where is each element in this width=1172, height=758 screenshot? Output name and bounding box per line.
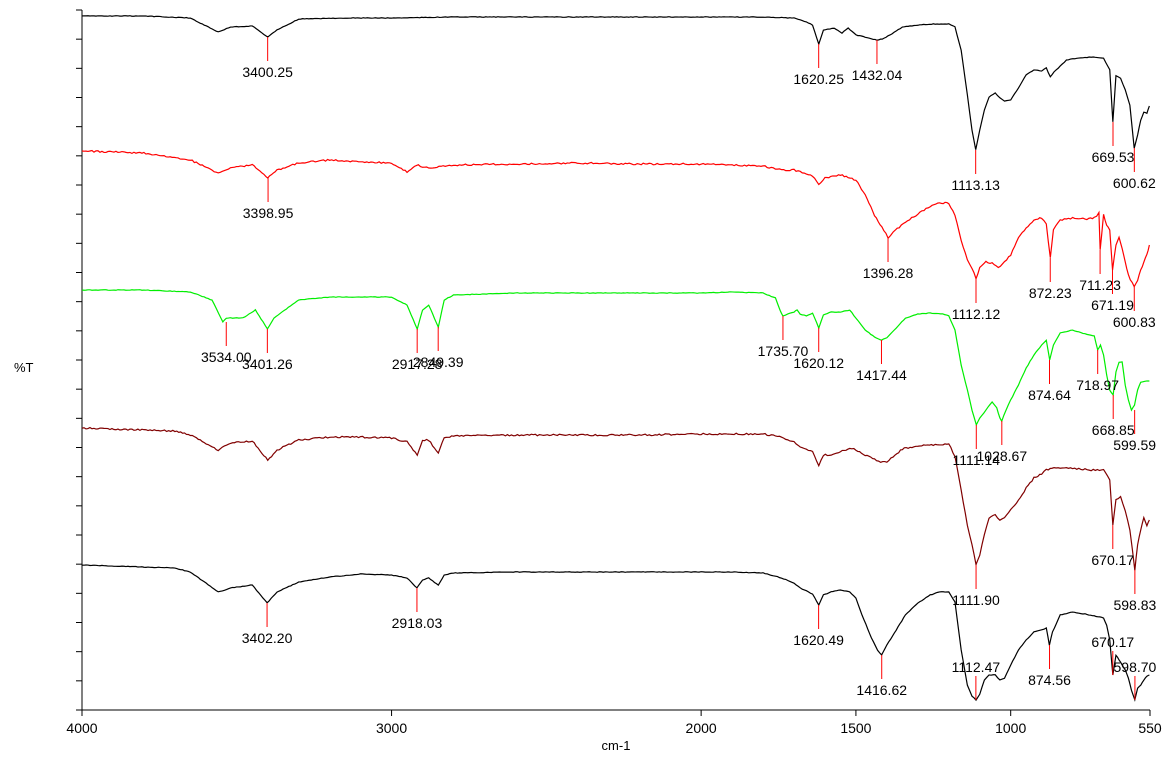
peak-label: 2917.28: [392, 356, 443, 372]
peak-label: 1620.49: [793, 632, 844, 648]
x-tick-label: 1000: [995, 720, 1026, 736]
x-axis-title: cm-1: [602, 738, 631, 753]
x-tick-label: 3000: [376, 720, 407, 736]
spectrum-line-1: [81, 15, 1150, 150]
peak-label: 2849.39: [413, 354, 464, 370]
peak-label: 671.19: [1091, 297, 1134, 313]
peak-labels-group: 3400.25 1620.25 1432.04 1113.13 669.53 600.62…: [201, 37, 1157, 700]
peak-label: 3402.20: [242, 630, 293, 646]
x-tick-label: 2000: [686, 720, 717, 736]
peak-label: 669.53: [1092, 149, 1135, 165]
peak-label: 718.97: [1076, 377, 1119, 393]
peak-label: 1416.62: [856, 682, 907, 698]
peak-label: 598.70: [1114, 659, 1157, 675]
peak-label: 599.59: [1113, 437, 1156, 453]
x-tick-label: 1500: [840, 720, 871, 736]
peak-label: 711.23: [1079, 277, 1121, 293]
peak-label: 3401.26: [242, 356, 293, 372]
spectra-series-group: [81, 15, 1150, 702]
peak-label: 1432.04: [852, 67, 903, 83]
peak-label: 874.64: [1028, 387, 1071, 403]
peak-label: 1111.90: [952, 592, 1000, 608]
peak-label: 1028.67: [977, 448, 1028, 464]
peak-label: 600.83: [1113, 314, 1156, 330]
peak-label: 2918.03: [392, 615, 443, 631]
peak-label: 1113.13: [951, 177, 1000, 193]
axes: 4000 3000 2000 1500 1000 550 %T cm-1: [14, 9, 1162, 753]
peak-label: 3534.00: [201, 349, 252, 365]
spectrum-line-4: [81, 426, 1150, 571]
spectrum-line-5: [81, 564, 1150, 702]
peak-label: 1112.12: [952, 306, 1001, 322]
peak-label: 1620.12: [793, 355, 844, 371]
spectrum-line-3: [81, 289, 1150, 427]
x-ticks: 4000 3000 2000 1500 1000 550: [66, 710, 1162, 736]
peak-label: 874.56: [1028, 672, 1071, 688]
peak-label: 1112.47: [952, 659, 1001, 675]
peak-label: 872.23: [1029, 285, 1072, 301]
peak-label: 670.17: [1091, 634, 1134, 650]
x-tick-label: 550: [1138, 720, 1162, 736]
peak-label: 668.85: [1092, 422, 1135, 438]
y-minor-ticks: [76, 9, 82, 711]
peak-label: 1111.14: [953, 452, 1001, 468]
peak-label: 1735.70: [758, 343, 809, 359]
x-tick-label: 4000: [66, 720, 97, 736]
peak-label: 1396.28: [863, 265, 914, 281]
peak-label: 1620.25: [793, 71, 844, 87]
y-axis-title: %T: [14, 360, 34, 375]
peak-label: 1417.44: [856, 367, 907, 383]
peak-label: 670.17: [1091, 552, 1134, 568]
peak-label: 600.62: [1113, 175, 1156, 191]
peak-label: 598.83: [1113, 597, 1156, 613]
peak-label: 3398.95: [243, 205, 294, 221]
peak-label: 3400.25: [242, 64, 293, 80]
spectrum-line-2: [81, 149, 1150, 288]
